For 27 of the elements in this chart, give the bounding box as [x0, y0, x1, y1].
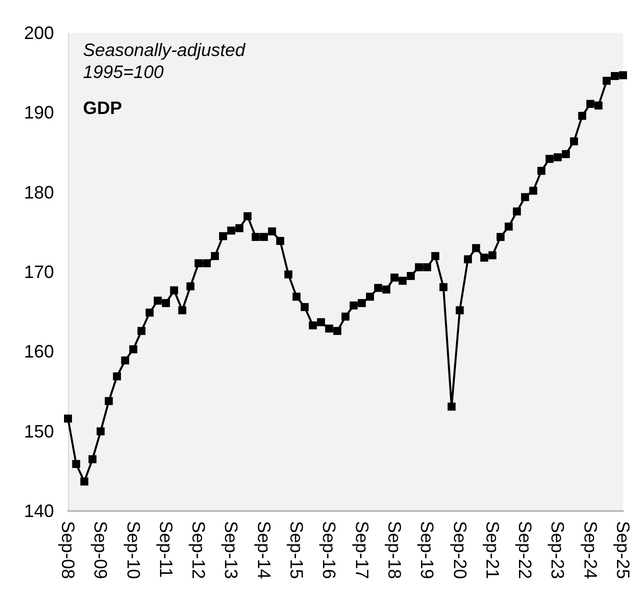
x-tick-label: Sep-12: [188, 521, 209, 580]
x-tick-label: Sep-13: [221, 521, 242, 580]
x-tick-label: Sep-15: [286, 521, 307, 580]
text: GDP: [83, 98, 122, 118]
y-tick-label: 190: [24, 102, 54, 123]
x-tick-label: Sep-10: [123, 521, 144, 580]
y-tick-label: 200: [24, 23, 54, 43]
x-tick-label: Sep-21: [482, 521, 502, 580]
x-tick-label: Sep-20: [450, 521, 470, 580]
x-tick-label: Sep-09: [90, 521, 111, 580]
x-tick-label: Sep-08: [58, 521, 78, 580]
x-tick-label: Sep-17: [352, 521, 372, 580]
x-tick-label: Sep-11: [156, 521, 176, 578]
x-tick-label: Sep-19: [417, 521, 438, 580]
y-tick-label: 170: [24, 262, 54, 282]
y-tick-label: 140: [24, 501, 54, 521]
y-tick-label: 180: [24, 182, 54, 202]
x-tick-label: Sep-22: [515, 521, 536, 580]
y-tick-label: 160: [24, 342, 54, 362]
x-tick-label: Sep-14: [254, 521, 274, 580]
x-tick-label: Sep-16: [319, 521, 340, 580]
x-tick-label: Sep-24: [580, 521, 600, 580]
x-tick-label: Sep-18: [384, 521, 404, 580]
x-tick-label: Sep-25: [613, 521, 632, 580]
y-tick-label: 150: [24, 421, 54, 442]
x-tick-label: Sep-23: [548, 521, 568, 580]
text: Seasonally-adjusted 1995=100: [83, 40, 246, 82]
